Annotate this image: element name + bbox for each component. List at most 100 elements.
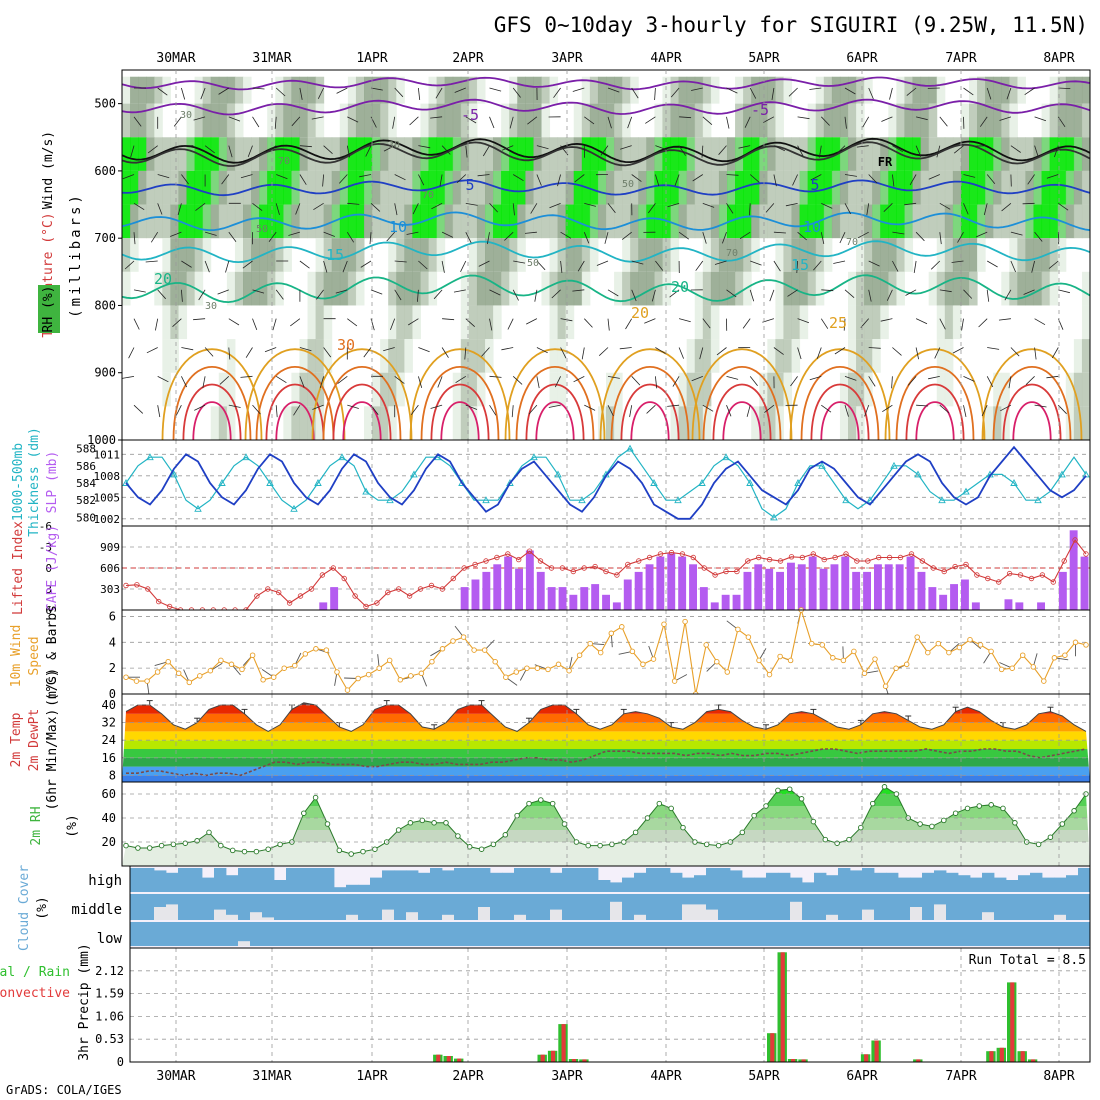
lifted-index-point (876, 554, 882, 561)
rh-cell (259, 271, 268, 306)
rh-cell (606, 406, 615, 440)
temp-isoline-label-9: 20 (671, 278, 689, 296)
rh-point (1000, 805, 1006, 812)
rh-cell (944, 170, 954, 205)
rh-cell (718, 204, 728, 239)
rh-cell (380, 339, 389, 373)
rh-cell (323, 305, 333, 340)
wind-barb (1010, 231, 1023, 236)
rh-cell (218, 137, 228, 171)
rh-cell (848, 271, 857, 306)
rh-cell (888, 238, 897, 272)
cloud-low-bar-60 (850, 922, 863, 946)
wind-barb (986, 289, 990, 302)
wind-barb (204, 145, 215, 154)
wind-speed-point (239, 666, 245, 673)
wind-barb (607, 375, 620, 379)
rh-cell (170, 271, 179, 306)
cape-tick-606: 606 (100, 562, 120, 575)
wind-barb (892, 174, 895, 187)
rh-cell (678, 204, 688, 239)
temp-lobe-9-1 (992, 366, 1072, 441)
rh-cell (654, 271, 663, 306)
temp-lobe-0-3 (192, 401, 232, 441)
rh-cell (372, 372, 381, 407)
wind-barb (844, 116, 847, 129)
wind-barb (155, 318, 159, 331)
rh-cell (130, 204, 139, 239)
rh-cell (872, 204, 881, 239)
cloud-high-bar-66 (922, 872, 935, 892)
rh-cell (146, 204, 155, 239)
profile-tick-label-700: 700 (94, 231, 116, 245)
temp-isoline-5 (121, 179, 1091, 197)
wind-barb (478, 260, 490, 267)
rh-cell (718, 170, 728, 205)
wind-speed-point (397, 677, 404, 683)
cape-bar-32 (471, 579, 480, 610)
temp-line (125, 702, 1087, 732)
rh-cell (194, 271, 204, 306)
rh-cell (710, 76, 720, 104)
thickness-point (170, 470, 178, 478)
lifted-index-point (450, 575, 456, 582)
lifted-index-point (570, 568, 576, 575)
rh-cell (162, 305, 171, 340)
rh-cell (178, 137, 188, 171)
cloud-middle-bar-26 (442, 894, 455, 920)
cloud-low-bar-25 (430, 922, 443, 946)
wind-barb (489, 289, 501, 296)
rh-cell (122, 170, 131, 205)
wind-barb (963, 87, 974, 96)
rh-cell (969, 76, 978, 104)
lifted-index-point (166, 603, 173, 610)
temp-lobe-4-0 (504, 348, 606, 441)
rh-cell (565, 271, 575, 306)
lifted-index-point (952, 563, 958, 570)
temp-band-3 (122, 749, 1090, 758)
cape-bar-39 (547, 587, 556, 610)
rh-cell (364, 137, 373, 171)
wind-barb (1010, 347, 1020, 357)
rh-cell (186, 204, 196, 239)
temp-lobe-3-0 (409, 348, 511, 441)
rh-point (395, 827, 402, 833)
rh-point (786, 786, 793, 792)
wind-barb (487, 232, 490, 245)
wind-barb (181, 347, 194, 351)
rh-point (241, 848, 248, 855)
wind-speed-point (197, 673, 203, 679)
li-tick-0: -6 (39, 520, 52, 533)
cloud-high-bar-76 (1042, 877, 1055, 892)
wind-barb (796, 260, 798, 274)
wind-barb (441, 231, 454, 238)
wind-barb (702, 232, 707, 244)
cloud-middle-bar-0 (130, 894, 143, 920)
rh-point (680, 824, 686, 831)
rh-cell (315, 204, 325, 239)
cloud-low-bar-47 (694, 922, 707, 946)
cloud-low-bar-5 (190, 922, 203, 946)
lifted-index-point (526, 548, 533, 554)
rh-cell (138, 137, 147, 171)
wind-barb (291, 116, 301, 127)
cloud-middle-gap-7 (214, 909, 227, 920)
cloud-high-bar-33 (526, 868, 539, 892)
rh-cell (638, 238, 647, 272)
cloud-low-bar-48 (706, 922, 719, 946)
rh-cell (775, 339, 784, 373)
wind-barb (644, 318, 656, 324)
rh-point (265, 846, 271, 852)
wind-barb (512, 289, 519, 301)
wind-barb (797, 116, 810, 120)
lifted-index-point (690, 554, 696, 561)
wind-speed-point (619, 624, 625, 630)
rh-cell (315, 76, 325, 104)
wind-barb (133, 318, 140, 330)
wind-barb (323, 347, 332, 358)
precip-label-3: 3hr Precip (mm) (77, 943, 92, 1060)
rh-cell (662, 271, 672, 306)
wind-speed-point (650, 656, 657, 662)
rh-point (751, 812, 757, 819)
rh-cell (735, 137, 744, 171)
